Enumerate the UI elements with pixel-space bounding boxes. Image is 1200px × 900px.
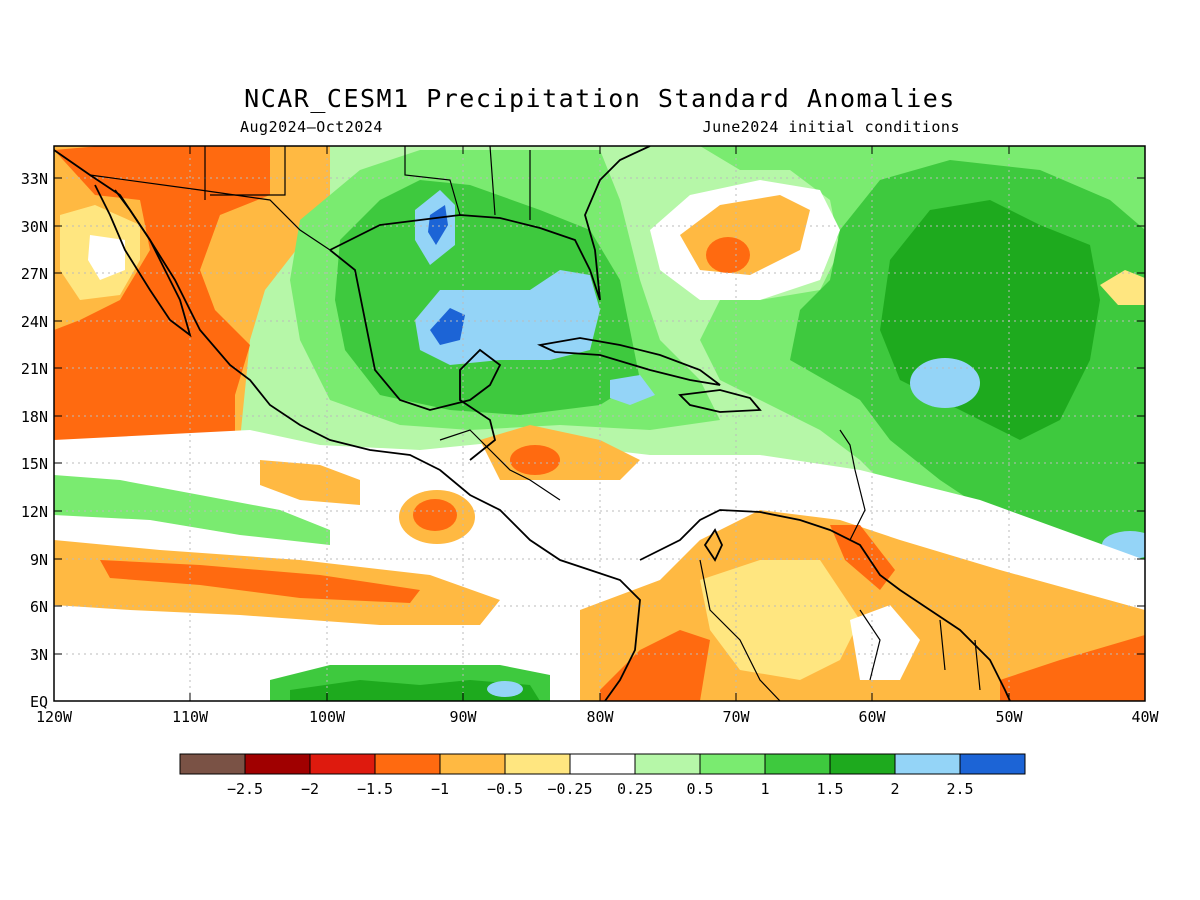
longitude-axis bbox=[189, 146, 1010, 701]
dry-pocket-atlantic-east bbox=[1100, 270, 1145, 305]
colorbar-label-10: 2 bbox=[890, 780, 899, 798]
lat-label-18n: 18N bbox=[21, 408, 48, 426]
colorbar-label-11: 2.5 bbox=[946, 780, 973, 798]
colorbar-swatch-12 bbox=[959, 753, 1026, 775]
colorbar-label-4: −0.5 bbox=[487, 780, 523, 798]
lon-label-60w: 60W bbox=[858, 708, 886, 726]
lon-label-120w: 120W bbox=[36, 708, 73, 726]
extreme-wet-gulf bbox=[415, 270, 600, 365]
latitude-axis bbox=[54, 177, 1145, 655]
border-venezuela-colombia bbox=[699, 559, 781, 701]
colorbar-swatch-1 bbox=[244, 753, 311, 775]
latitude-labels: 33N 30N 27N 24N 21N 18N 15N 12N 9N 6N 3N… bbox=[21, 170, 48, 711]
colorbar-label-8: 1 bbox=[760, 780, 769, 798]
border-us-states bbox=[204, 146, 531, 220]
colorbar bbox=[179, 753, 1026, 775]
lon-label-90w: 90W bbox=[449, 708, 477, 726]
colorbar-label-6: 0.25 bbox=[617, 780, 653, 798]
longitude-labels: 120W 110W 100W 90W 80W 70W 60W 50W 40W bbox=[36, 708, 1160, 726]
graticule bbox=[54, 146, 1145, 701]
slight-dry-south-america bbox=[700, 560, 860, 680]
coast-lesser-antilles bbox=[839, 429, 866, 541]
colorbar-labels: −2.5 −2 −1.5 −1 −0.5 −0.25 0.25 0.5 1 1.5 2 2.5 bbox=[227, 780, 974, 798]
lat-label-eq: EQ bbox=[30, 693, 48, 711]
border-guyana bbox=[859, 609, 981, 691]
lat-label-27n: 27N bbox=[21, 265, 48, 283]
colorbar-label-1: −2 bbox=[301, 780, 319, 798]
strong-dry-west bbox=[54, 146, 270, 445]
strong-dry-amazon bbox=[600, 630, 710, 701]
colorbar-swatch-0 bbox=[179, 753, 246, 775]
colorbar-label-5: −0.25 bbox=[547, 780, 592, 798]
strong-dry-east bbox=[1000, 635, 1145, 701]
dry-south-america bbox=[580, 510, 1145, 701]
initial-conditions: June2024 initial conditions bbox=[702, 118, 960, 136]
strong-dry-atlantic bbox=[706, 237, 750, 273]
lat-label-21n: 21N bbox=[21, 360, 48, 378]
anomaly-field bbox=[54, 146, 1145, 701]
near-normal-guyana bbox=[850, 605, 920, 680]
lat-label-6n: 6N bbox=[30, 598, 48, 616]
colorbar-swatch-9 bbox=[764, 753, 831, 775]
lon-label-110w: 110W bbox=[172, 708, 209, 726]
lon-label-40w: 40W bbox=[1131, 708, 1159, 726]
max-wet-gulf-core bbox=[430, 308, 465, 345]
lon-label-80w: 80W bbox=[586, 708, 614, 726]
map-title: NCAR_CESM1 Precipitation Standard Anomal… bbox=[244, 84, 956, 113]
strong-dry-honduras bbox=[510, 445, 560, 475]
lon-label-70w: 70W bbox=[722, 708, 750, 726]
coastlines bbox=[54, 146, 1011, 701]
colorbar-swatch-10 bbox=[829, 753, 896, 775]
lat-label-30n: 30N bbox=[21, 218, 48, 236]
dry-baja-core bbox=[88, 235, 125, 280]
colorbar-swatch-8 bbox=[699, 753, 766, 775]
max-wet-louisiana-core bbox=[428, 205, 448, 245]
coast-lake-maracaibo bbox=[703, 528, 723, 562]
extreme-wet-pacific-south bbox=[487, 681, 523, 697]
coast-us-gulf bbox=[329, 146, 651, 301]
lat-label-9n: 9N bbox=[30, 551, 48, 569]
lat-label-3n: 3N bbox=[30, 646, 48, 664]
colorbar-swatch-11 bbox=[894, 753, 961, 775]
wet-pacific-band-north bbox=[54, 475, 330, 545]
colorbar-label-7: 0.5 bbox=[686, 780, 713, 798]
colorbar-swatch-2 bbox=[309, 753, 376, 775]
lon-label-100w: 100W bbox=[309, 708, 346, 726]
colorbar-label-3: −1 bbox=[431, 780, 449, 798]
lat-label-12n: 12N bbox=[21, 503, 48, 521]
coast-hispaniola bbox=[678, 389, 762, 413]
border-us-mexico bbox=[89, 174, 331, 251]
lat-label-33n: 33N bbox=[21, 170, 48, 188]
extreme-wet-atlantic bbox=[910, 358, 980, 408]
colorbar-swatch-3 bbox=[374, 753, 441, 775]
colorbar-label-9: 1.5 bbox=[816, 780, 843, 798]
coast-gulf bbox=[329, 249, 502, 461]
coast-baja bbox=[94, 184, 192, 338]
colorbar-label-0: −2.5 bbox=[227, 780, 263, 798]
coast-cuba bbox=[537, 337, 721, 386]
colorbar-swatch-6 bbox=[569, 753, 636, 775]
wet-cuba-pocket bbox=[610, 375, 655, 405]
dry-pacific-blob bbox=[260, 460, 360, 505]
colorbar-label-2: −1.5 bbox=[357, 780, 393, 798]
lat-label-15n: 15N bbox=[21, 455, 48, 473]
coast-mexico-pacific bbox=[54, 149, 641, 701]
border-central-america bbox=[439, 429, 561, 501]
lat-label-24n: 24N bbox=[21, 313, 48, 331]
strong-dry-pacific-12n bbox=[413, 499, 457, 531]
colorbar-swatch-5 bbox=[504, 753, 571, 775]
coast-south-america-north bbox=[639, 509, 1011, 701]
colorbar-swatch-7 bbox=[634, 753, 701, 775]
strong-dry-pacific-band bbox=[100, 560, 420, 603]
colorbar-swatch-4 bbox=[439, 753, 506, 775]
lon-label-50w: 50W bbox=[995, 708, 1023, 726]
very-wet-pacific-south bbox=[290, 680, 540, 701]
forecast-period: Aug2024–Oct2024 bbox=[240, 118, 383, 136]
